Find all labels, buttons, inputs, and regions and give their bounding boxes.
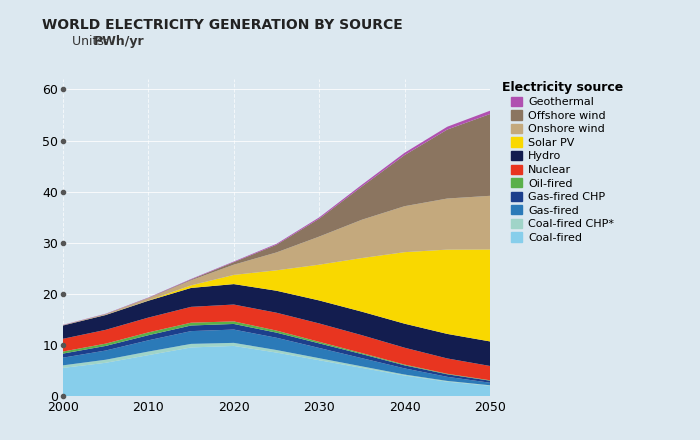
Text: PWh/yr: PWh/yr [94, 34, 144, 48]
Legend: Geothermal, Offshore wind, Onshore wind, Solar PV, Hydro, Nuclear, Oil-fired, Ga: Geothermal, Offshore wind, Onshore wind,… [500, 78, 626, 245]
Text: WORLD ELECTRICITY GENERATION BY SOURCE: WORLD ELECTRICITY GENERATION BY SOURCE [42, 18, 402, 32]
Text: Units:: Units: [71, 34, 112, 48]
